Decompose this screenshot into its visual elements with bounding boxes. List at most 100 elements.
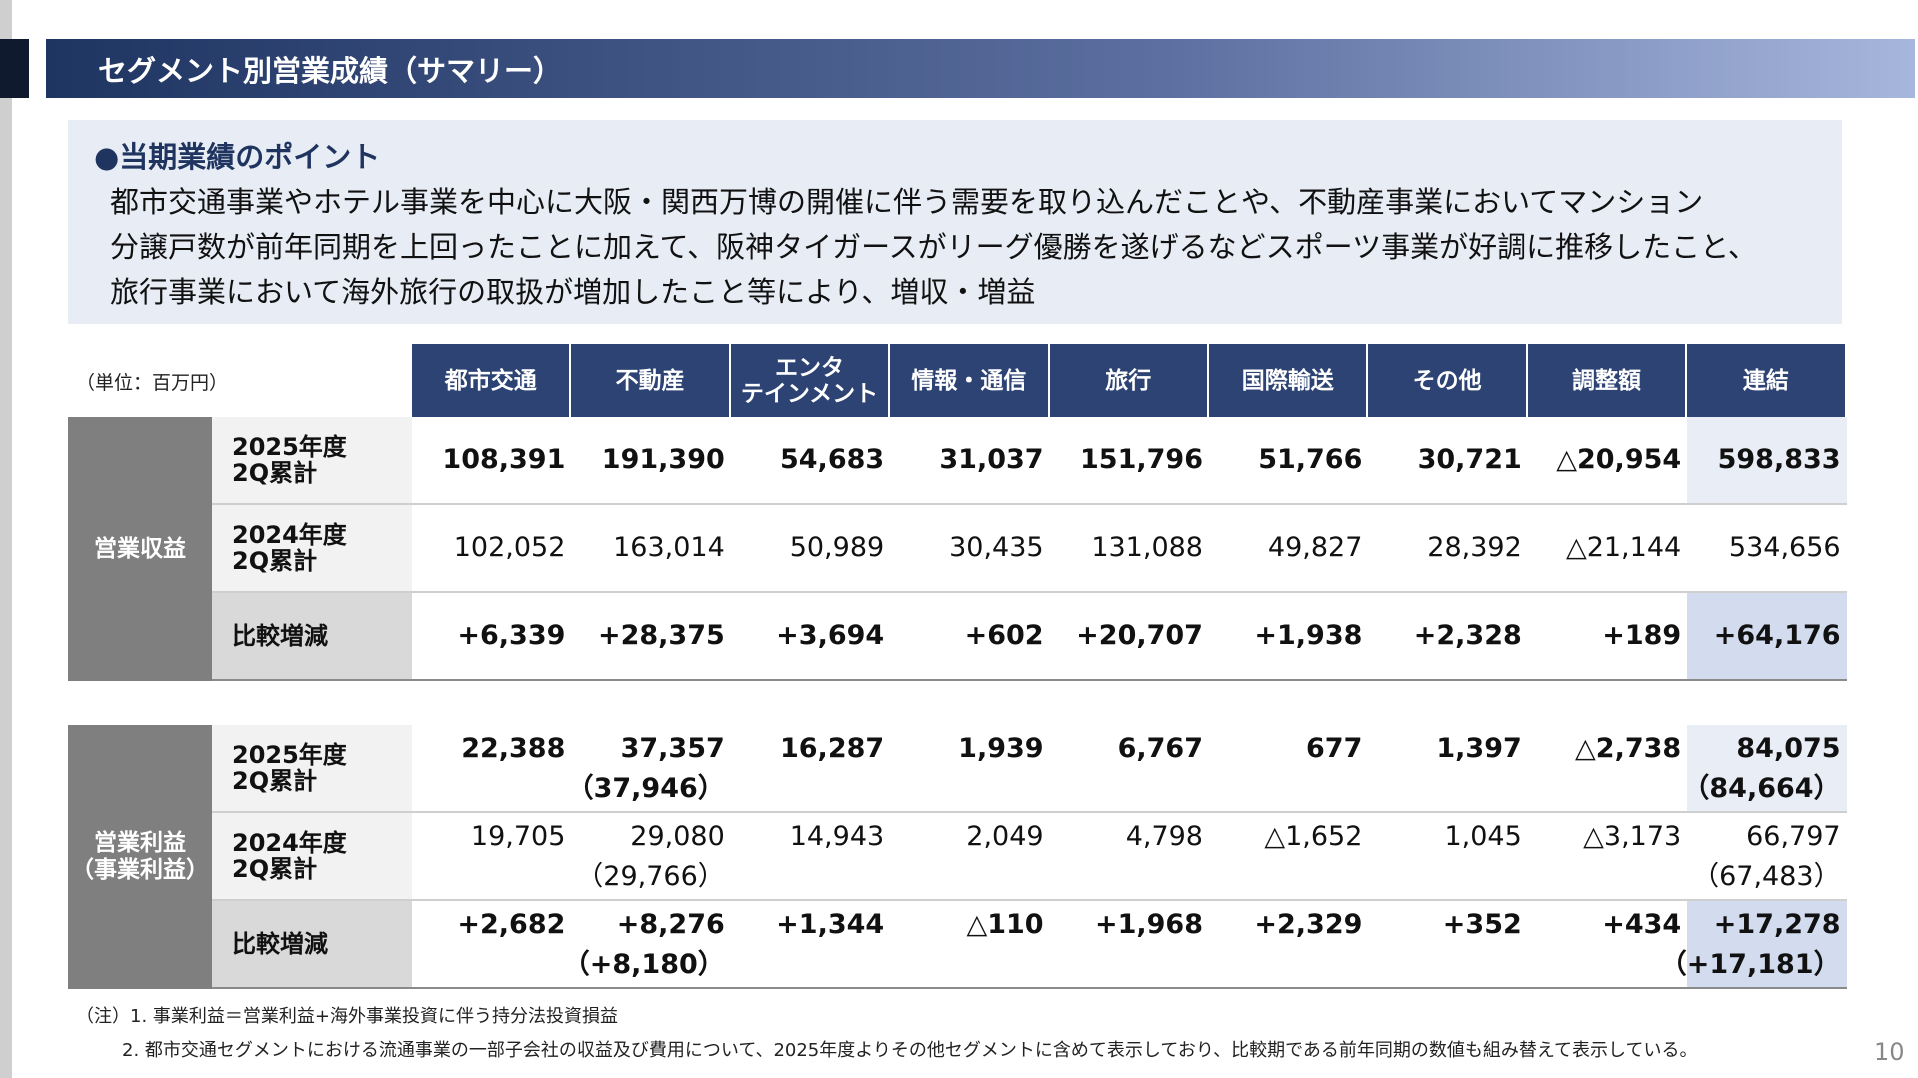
cell-value: 84,075 [1736, 733, 1841, 764]
column-header: その他 [1368, 344, 1526, 417]
cell-value: 1,045 [1444, 821, 1522, 852]
table-cell: △3,173 [1527, 813, 1688, 901]
title-marker [0, 39, 29, 98]
row-label: 比較増減 [212, 593, 412, 681]
cell-value: +64,176 [1713, 620, 1841, 651]
column-header: 情報・通信 [890, 344, 1048, 417]
cell-value: 51,766 [1258, 444, 1363, 475]
table-cell: +3,694 [730, 593, 891, 681]
table-cell: 4,798 [1049, 813, 1209, 901]
note: （注）1. 事業利益＝営業利益+海外事業投資に伴う持分法投資損益 [76, 1006, 618, 1027]
table-cell: 6,767 [1049, 725, 1209, 813]
cell-value: +2,328 [1413, 620, 1522, 651]
title-bar: セグメント別営業成績（サマリー） [46, 39, 1915, 98]
table-cell: 163,014 [571, 505, 731, 593]
cell-value: 30,435 [949, 532, 1044, 563]
table-cell: 30,721 [1368, 417, 1528, 505]
table-cell: △110 [890, 901, 1050, 989]
points-text: 都市交通事業やホテル事業を中心に大阪・関西万博の開催に伴う需要を取り込んだことや… [110, 180, 1757, 315]
cell-value: 131,088 [1091, 532, 1203, 563]
column-header: 旅行 [1049, 344, 1207, 417]
table-cell: +8,276 （+8,180） [563, 901, 731, 989]
cell-value: 108,391 [442, 444, 566, 475]
table-cell: 102,052 [412, 505, 572, 593]
cell-value: 22,388 [461, 733, 566, 764]
cell-value: +1,968 [1094, 909, 1203, 940]
cell-value: △1,652 [1264, 821, 1363, 852]
table-cell: 49,827 [1209, 505, 1369, 593]
table-cell: +1,938 [1209, 593, 1369, 681]
table-cell: 28,392 [1368, 505, 1528, 593]
points-box: ●当期業績のポイント 都市交通事業やホテル事業を中心に大阪・関西万博の開催に伴う… [68, 120, 1842, 324]
cell-subvalue: （+8,180） [562, 949, 725, 980]
table-cell: +602 [890, 593, 1050, 681]
table-cell: 31,037 [890, 417, 1050, 505]
row-label: 比較増減 [212, 901, 412, 989]
section-label: 営業収益 [68, 417, 212, 681]
cell-value: 677 [1306, 733, 1363, 764]
table-cell: 677 [1209, 725, 1369, 813]
table-cell: +6,339 [412, 593, 572, 681]
cell-subvalue: （+17,181） [1659, 949, 1841, 980]
table-cell: 191,390 [571, 417, 731, 505]
cell-value: 16,287 [779, 733, 885, 764]
table-cell: 1,045 [1368, 813, 1528, 901]
cell-value: +17,278 [1713, 909, 1841, 940]
table-cell: +64,176 [1687, 593, 1847, 681]
section-label: 営業利益 （事業利益） [68, 725, 212, 989]
row-label: 2025年度 2Q累計 [212, 417, 412, 505]
cell-value: △20,954 [1556, 444, 1682, 475]
cell-subvalue: （67,483） [1692, 861, 1841, 892]
table-cell: 19,705 [412, 813, 572, 901]
table-cell: 2,049 [890, 813, 1050, 901]
cell-value: △21,144 [1565, 532, 1682, 563]
side-strip [0, 0, 12, 1078]
table-cell: +2,328 [1368, 593, 1528, 681]
table-cell: +1,968 [1049, 901, 1209, 989]
cell-value: +1,344 [776, 909, 885, 940]
cell-value: 4,798 [1125, 821, 1203, 852]
table-cell: +189 [1527, 593, 1688, 681]
column-header: 国際輸送 [1209, 344, 1367, 417]
unit-label: （単位：百万円） [76, 372, 229, 394]
cell-value: 66,797 [1746, 821, 1841, 852]
cell-value: △110 [966, 909, 1044, 940]
table-cell: 84,075 （84,664） [1682, 725, 1847, 813]
points-line: 分譲戸数が前年同期を上回ったことに加えて、阪神タイガースがリーグ優勝を遂げるなど… [110, 230, 1757, 264]
cell-value: 6,767 [1117, 733, 1203, 764]
table-cell: △20,954 [1527, 417, 1688, 505]
cell-subvalue: （29,766） [576, 861, 725, 892]
column-header: エンタ テインメント [730, 344, 889, 417]
cell-value: +434 [1602, 909, 1682, 940]
points-line: 旅行事業において海外旅行の取扱が増加したこと等により、増収・増益 [110, 275, 1036, 309]
cell-value: 151,796 [1080, 444, 1203, 475]
cell-value: +8,276 [616, 909, 725, 940]
table-cell: 22,388 [412, 725, 572, 813]
cell-value: △2,738 [1575, 733, 1682, 764]
cell-value: +6,339 [457, 620, 566, 651]
table-cell: 50,989 [730, 505, 891, 593]
table-cell: 598,833 [1687, 417, 1847, 505]
cell-value: +2,682 [457, 909, 566, 940]
table-cell: 37,357 （37,946） [567, 725, 731, 813]
cell-value: 2,049 [966, 821, 1044, 852]
table-cell: 66,797 （67,483） [1687, 813, 1847, 901]
table-cell: △1,652 [1209, 813, 1369, 901]
table-cell: +2,682 [412, 901, 572, 989]
cell-value: +352 [1442, 909, 1522, 940]
points-line: 都市交通事業やホテル事業を中心に大阪・関西万博の開催に伴う需要を取り込んだことや… [110, 185, 1704, 219]
cell-value: 163,014 [613, 532, 725, 563]
cell-value: 102,052 [453, 532, 566, 563]
cell-value: 54,683 [779, 444, 885, 475]
note: 2. 都市交通セグメントにおける流通事業の一部子会社の収益及び費用について、20… [122, 1040, 1698, 1061]
cell-value: +602 [964, 620, 1044, 651]
table-cell: 108,391 [412, 417, 572, 505]
table-cell: 29,080 （29,766） [571, 813, 731, 901]
cell-value: 1,939 [958, 733, 1044, 764]
cell-value: 598,833 [1717, 444, 1841, 475]
cell-subvalue: （84,664） [1682, 773, 1841, 804]
column-header: 調整額 [1527, 344, 1686, 417]
table-cell: +20,707 [1049, 593, 1209, 681]
cell-value: 29,080 [630, 821, 725, 852]
